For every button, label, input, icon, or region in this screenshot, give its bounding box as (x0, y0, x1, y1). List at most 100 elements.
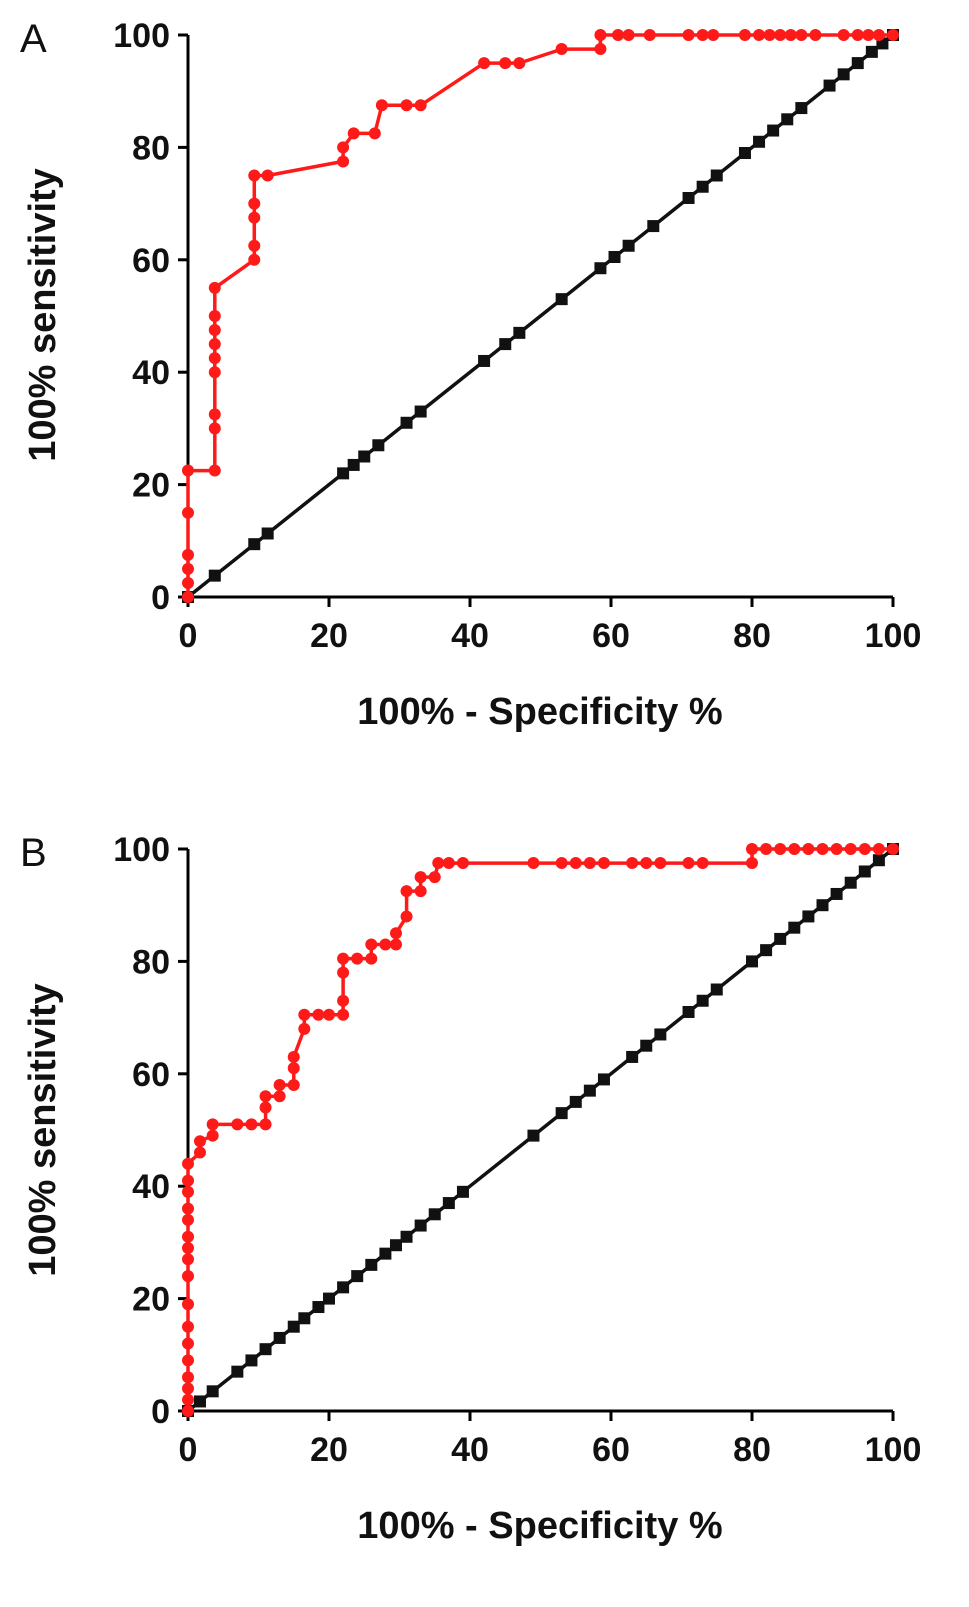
roc-curve-point-b (182, 1371, 194, 1384)
roc-curve-point-b (788, 843, 801, 855)
roc-curve-point-b (182, 1337, 194, 1350)
reference-line-point-a (710, 169, 723, 182)
x-tick-label-a: 100 (865, 617, 922, 655)
x-tick-label-b: 60 (592, 1431, 630, 1469)
reference-line-point-a (781, 113, 794, 126)
roc-curve-point-a (208, 324, 221, 337)
roc-curve-point-a (208, 281, 221, 294)
panel-label-a: A (20, 17, 47, 61)
reference-line-point-a (647, 220, 660, 233)
roc-curve-point-b (365, 952, 378, 965)
x-axis-title-a: 100% - Specificity % (357, 691, 722, 733)
roc-curve-point-a (400, 99, 413, 112)
chart-panel-a: A 100% sensitivity 100% - Specificity % … (20, 17, 921, 733)
reference-line-point-a (608, 250, 621, 263)
roc-curve-point-a (643, 29, 656, 41)
roc-curve-point-b (337, 994, 350, 1007)
roc-curve-point-a (872, 29, 885, 41)
roc-curve-point-a (784, 29, 797, 41)
x-tick-label-b: 100 (865, 1431, 922, 1469)
reference-line-point-a (499, 338, 512, 351)
y-tick-label-b: 100 (113, 831, 170, 869)
roc-curve-point-b (414, 871, 427, 884)
reference-line-point-b (816, 899, 829, 912)
roc-curve-point-b (351, 952, 364, 965)
roc-curve-point-b (182, 1202, 194, 1215)
roc-curve-point-b (193, 1135, 206, 1148)
reference-line-point-a (248, 538, 261, 551)
reference-line-point-a (823, 79, 836, 92)
roc-curve-point-b (287, 1062, 300, 1075)
roc-curve-point-b (182, 1270, 194, 1283)
reference-line-point-b (760, 944, 773, 957)
reference-line-point-a (400, 416, 413, 429)
roc-curve-point-b (389, 927, 402, 940)
reference-line-point-b (774, 932, 787, 945)
roc-curve-point-b (193, 1146, 206, 1159)
x-tick-label-a: 60 (592, 617, 630, 655)
x-tick-label-b: 40 (451, 1431, 489, 1469)
roc-curve-point-b (182, 1185, 194, 1198)
roc-curve-point-a (182, 506, 194, 519)
roc-curve-point-b (858, 843, 871, 855)
reference-line-point-a (795, 102, 808, 115)
roc-curve-point-a (513, 57, 526, 70)
y-tick-label-b: 20 (132, 1281, 170, 1319)
chart-panel-b: B 100% sensitivity 100% - Specificity % … (20, 831, 921, 1547)
roc-curve-point-b (231, 1118, 244, 1131)
reference-line-point-b (379, 1247, 392, 1260)
roc-curve-point-b (400, 885, 413, 898)
y-tick-label-a: 100 (113, 17, 170, 55)
reference-line-point-b (640, 1039, 653, 1052)
reference-line-point-a (696, 180, 709, 193)
roc-curve-point-a (208, 310, 221, 322)
roc-curve-point-a (182, 548, 194, 561)
reference-line-point-a (347, 458, 360, 471)
roc-curve-point-a (248, 253, 261, 266)
roc-curve-point-a (248, 197, 261, 210)
roc-curve-point-b (287, 1050, 300, 1063)
reference-line-point-b (456, 1185, 469, 1198)
x-tick-label-a: 80 (733, 617, 771, 655)
roc-curve-point-b (887, 843, 899, 855)
roc-curve-point-b (872, 843, 885, 855)
chart-marks-a: 0 20 40 60 80 100 0 20 40 60 80 100 (113, 17, 921, 655)
reference-line-point-b (710, 983, 723, 996)
roc-curve-point-a (182, 562, 194, 575)
reference-line-point-a (767, 124, 780, 137)
roc-curve-point-a (182, 464, 194, 477)
reference-line-point-a (851, 57, 864, 70)
roc-curve-point-a (809, 29, 822, 41)
roc-curve-point-b (182, 1405, 194, 1417)
reference-line-point-b (323, 1292, 335, 1305)
reference-line-point-b (400, 1230, 413, 1243)
panel-label-b: B (20, 831, 47, 875)
roc-curve-point-b (432, 857, 445, 870)
roc-curve-point-b (379, 938, 392, 951)
roc-curve-point-b (182, 1230, 194, 1243)
reference-line-point-b (442, 1197, 455, 1210)
roc-curve-point-a (337, 155, 350, 168)
roc-curve-point-a (208, 338, 221, 351)
roc-curve-point-b (746, 843, 758, 855)
roc-curve-point-a (499, 57, 512, 70)
roc-curve-point-b (626, 857, 639, 870)
y-tick-label-b: 80 (132, 943, 170, 981)
reference-line-point-a (261, 527, 274, 540)
reference-line-point-b (193, 1395, 206, 1408)
reference-line-point-a (682, 191, 695, 204)
y-tick-label-a: 0 (151, 579, 170, 617)
roc-curve-point-a (612, 29, 625, 41)
roc-curve-point-a (375, 99, 388, 112)
roc-curve-point-a (208, 408, 221, 421)
reference-line-point-a (594, 262, 607, 275)
roc-curve-point-a (594, 43, 607, 56)
roc-curve-point-b (182, 1242, 194, 1255)
roc-curve-point-a (248, 239, 261, 252)
reference-line-point-a (865, 45, 878, 58)
x-tick-label-a: 0 (179, 617, 198, 655)
roc-curve-point-b (802, 843, 815, 855)
roc-curve-point-a (851, 29, 864, 41)
roc-curve-point-a (337, 141, 350, 154)
roc-curve-point-a (707, 29, 720, 41)
